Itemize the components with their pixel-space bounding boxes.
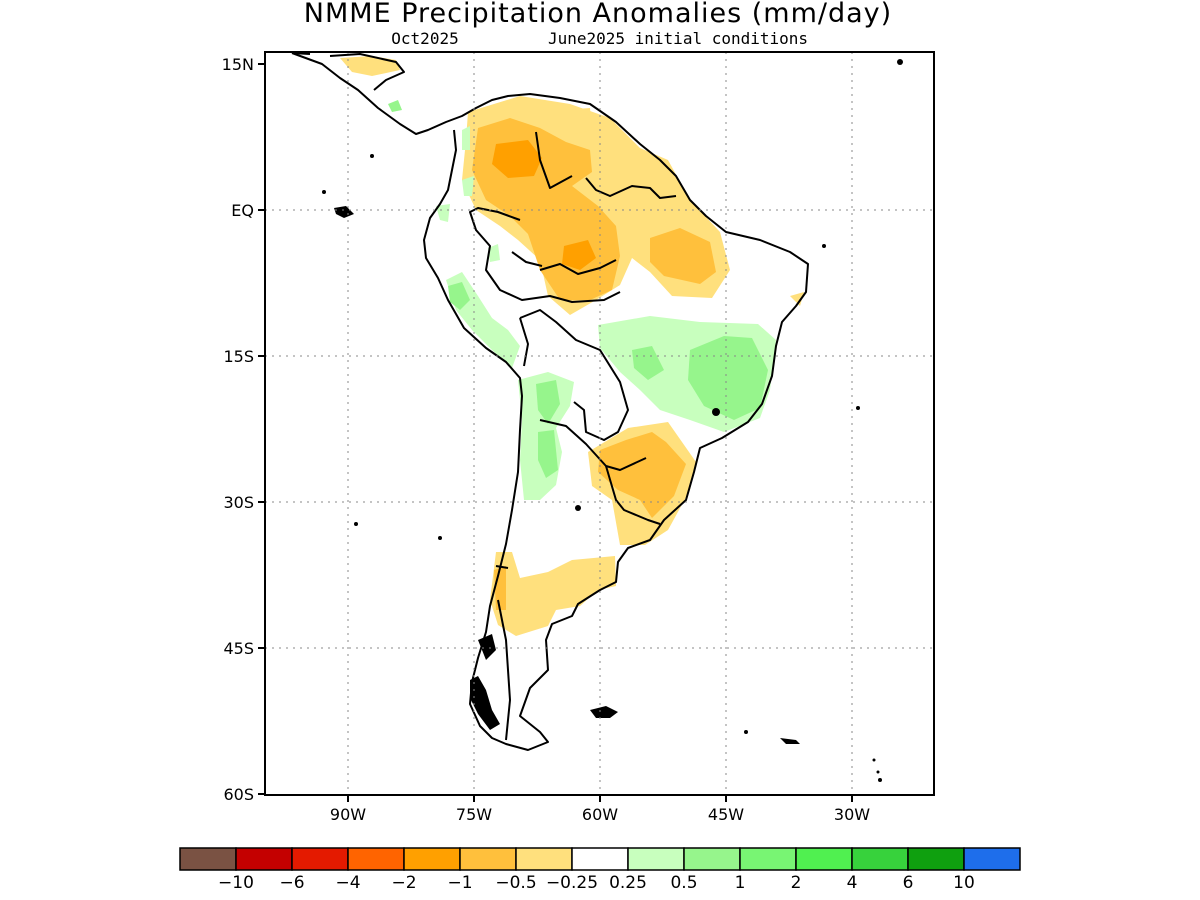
anomaly-wet-moderate [388, 100, 768, 478]
colorbar-label: −6 [279, 873, 304, 893]
colorbar-swatch [459, 847, 517, 871]
colorbar-label: −0.25 [546, 873, 598, 893]
initial-conditions-label: June2025 initial conditions [548, 29, 808, 48]
colorbar-swatch [571, 847, 629, 871]
colorbar-swatch [683, 847, 741, 871]
lat-label: 60S [223, 785, 254, 804]
lon-label: 30W [834, 805, 870, 824]
colorbar-label: −0.5 [495, 873, 536, 893]
longitude-labels: 90W 75W 60W 45W 30W [330, 805, 870, 824]
lat-label: 15N [222, 55, 254, 74]
lat-label: 30S [223, 493, 254, 512]
map-title: NMME Precipitation Anomalies (mm/day) [304, 0, 892, 29]
south-america-coastline [291, 52, 809, 751]
colorbar-label: 4 [847, 873, 858, 893]
axis-tick-marks [258, 63, 853, 802]
lat-label: EQ [231, 201, 254, 220]
colorbar-swatch [907, 847, 965, 871]
colorbar-swatch [347, 847, 405, 871]
lon-label: 90W [330, 805, 366, 824]
colorbar-swatch [291, 847, 349, 871]
colorbar-label: −10 [218, 873, 254, 893]
colorbar-swatch [179, 847, 237, 871]
forecast-month: Oct2025 [391, 29, 458, 48]
lat-label: 15S [223, 347, 254, 366]
colorbar-swatch [739, 847, 797, 871]
colorbar-label: 0.25 [609, 873, 647, 893]
colorbar-label: 10 [953, 873, 975, 893]
colorbar-label: 6 [903, 873, 914, 893]
colorbar-swatch [795, 847, 853, 871]
colorbar-label: 1 [735, 873, 746, 893]
colorbar-label: −2 [391, 873, 416, 893]
latitude-labels: 15N EQ 15S 30S 45S 60S [222, 55, 254, 804]
colorbar-label: −1 [447, 873, 472, 893]
colorbar-swatch [851, 847, 909, 871]
lon-label: 75W [456, 805, 492, 824]
colorbar-swatch [963, 847, 1021, 871]
lon-label: 45W [708, 805, 744, 824]
colorbar: −10 −6 −4 −2 −1 −0.5 −0.25 0.25 0.5 1 2 4 6 10 [179, 847, 1021, 893]
colorbar-swatch [515, 847, 573, 871]
lon-label: 60W [582, 805, 618, 824]
colorbar-label: 0.5 [670, 873, 697, 893]
colorbar-label: −4 [335, 873, 360, 893]
colorbar-swatch [627, 847, 685, 871]
lat-label: 45S [223, 639, 254, 658]
islands [322, 59, 903, 782]
anomaly-dry-strong [492, 140, 596, 270]
colorbar-label: 2 [791, 873, 802, 893]
map-area [265, 52, 934, 795]
colorbar-swatch [235, 847, 293, 871]
grid-lines [265, 52, 934, 795]
colorbar-swatch [403, 847, 461, 871]
